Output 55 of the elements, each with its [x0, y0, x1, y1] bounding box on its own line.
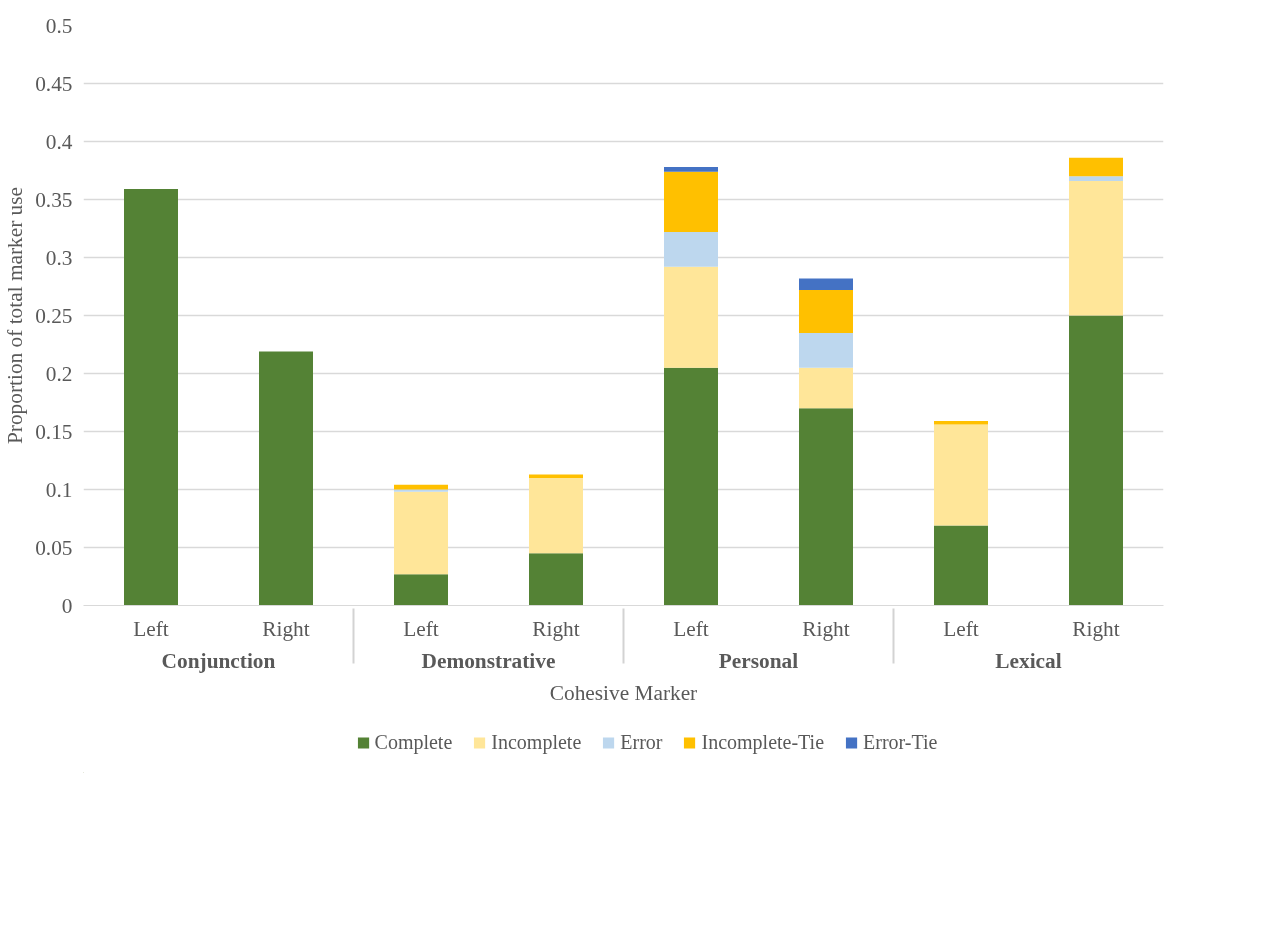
bar	[799, 367, 853, 409]
bar	[799, 332, 853, 368]
bar	[529, 553, 583, 606]
bar	[934, 421, 988, 425]
bar	[529, 474, 583, 478]
y-tick-label: 0.25	[35, 303, 73, 328]
legend-label: Error-Tie	[863, 730, 938, 754]
y-axis-title: Proportion of total marker use	[3, 186, 28, 445]
text: Conjunction	[161, 648, 276, 673]
text: Demonstrative	[421, 648, 556, 673]
y-tick-label: 0.15	[35, 419, 73, 444]
y-tick-label: 0.1	[45, 477, 73, 502]
bar	[394, 574, 448, 606]
x-tick-label: Left	[403, 616, 439, 641]
y-tick-label: 0.45	[35, 71, 73, 96]
text: Personal	[718, 648, 799, 673]
x-tick-label: Right	[802, 616, 850, 641]
x-tick-label: Right	[532, 616, 580, 641]
y-tick-label: 0.2	[45, 361, 73, 386]
bar	[664, 231, 718, 267]
y-tick-label: 0	[61, 593, 73, 618]
legend-label: Complete	[374, 730, 453, 754]
x-tick-label: Right	[1072, 616, 1120, 641]
y-tick-label: 0.3	[45, 245, 73, 270]
bar	[664, 171, 718, 232]
legend-label: Incomplete-Tie	[701, 730, 825, 754]
bar	[1069, 180, 1123, 316]
bar	[529, 477, 583, 554]
bar	[394, 491, 448, 575]
y-tick-label: 0.4	[45, 129, 73, 154]
bar	[664, 266, 718, 368]
bar	[664, 367, 718, 606]
bar	[934, 525, 988, 606]
x-tick-label: Right	[262, 616, 310, 641]
x-tick-label: Left	[673, 616, 709, 641]
bar	[259, 351, 313, 606]
x-tick-label: Left	[133, 616, 169, 641]
bar	[664, 167, 718, 172]
bar	[799, 289, 853, 333]
y-tick-label: 0.35	[35, 187, 73, 212]
bar	[1069, 176, 1123, 181]
bar	[934, 424, 988, 526]
bar	[799, 278, 853, 290]
legend-label: Incomplete	[491, 730, 582, 754]
bar	[799, 408, 853, 606]
y-tick-label: 0.05	[35, 535, 73, 560]
x-axis-title: Cohesive Marker	[549, 680, 698, 705]
bar	[1069, 315, 1123, 606]
text: Lexical	[995, 648, 1062, 673]
legend-label: Error	[620, 730, 663, 754]
bar	[124, 189, 178, 606]
bar	[394, 484, 448, 490]
x-tick-label: Left	[943, 616, 979, 641]
y-tick-label: 0.5	[45, 13, 73, 38]
bar	[1069, 157, 1123, 177]
